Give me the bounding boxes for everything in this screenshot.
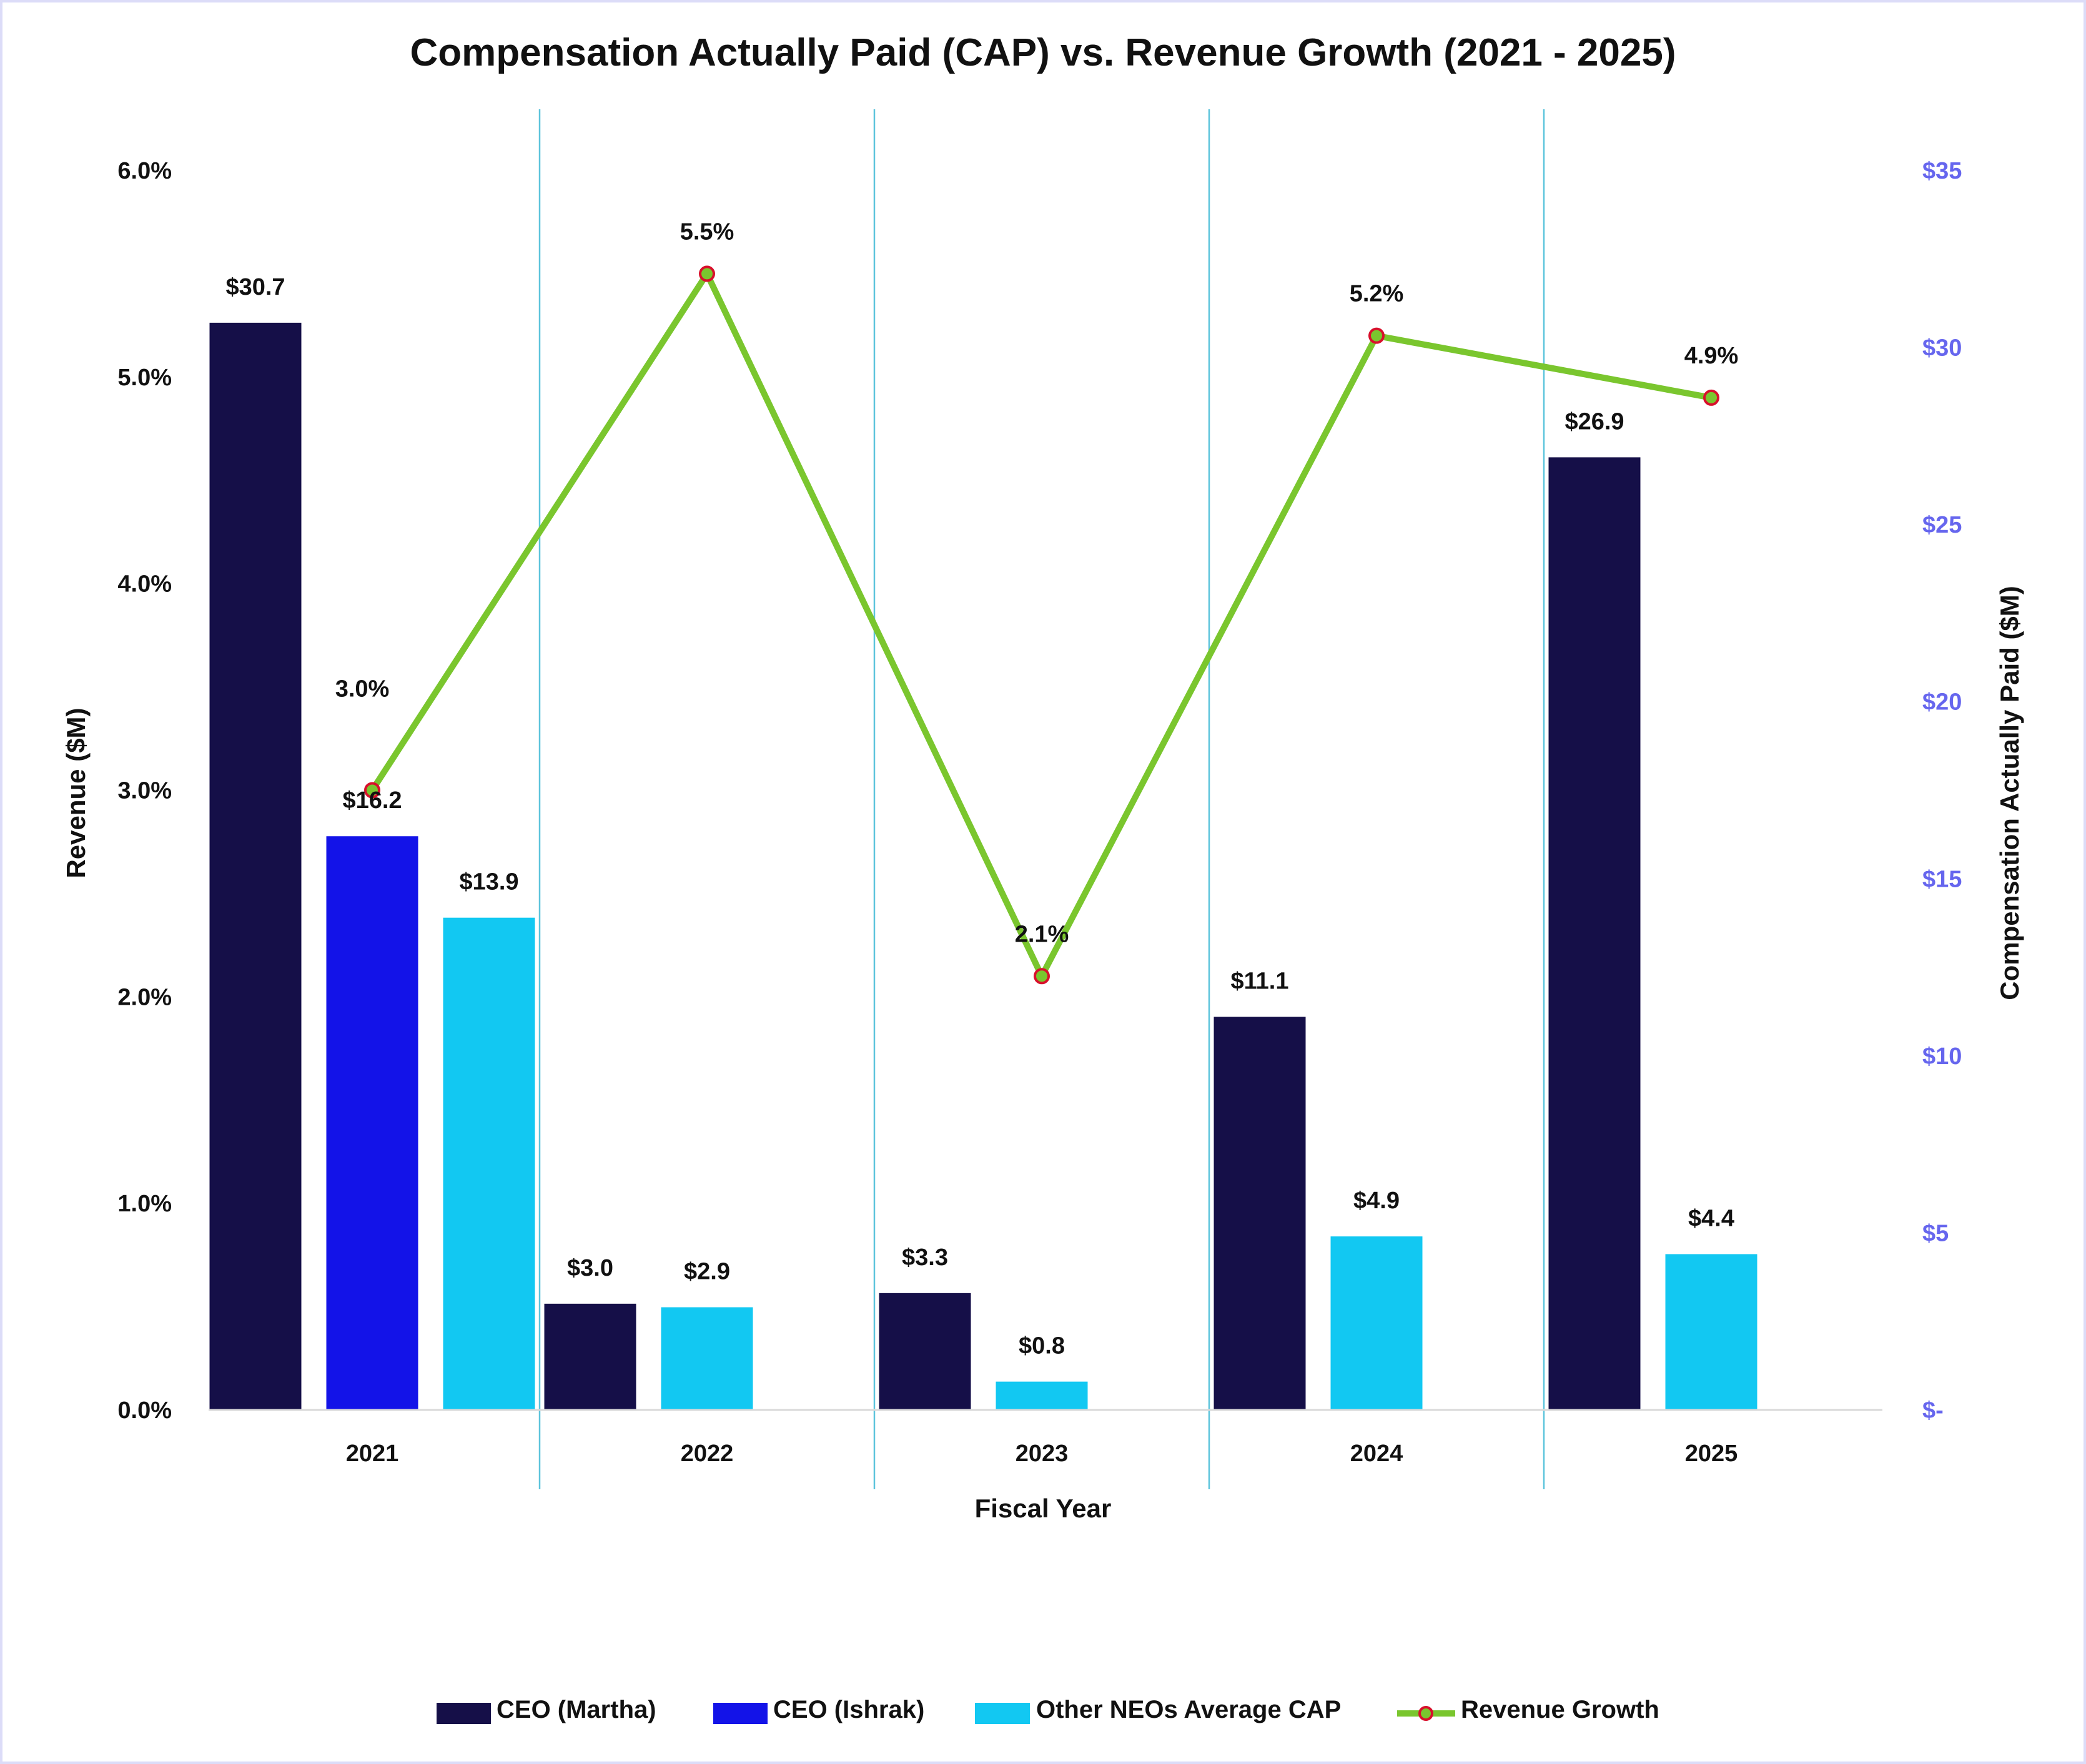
y-right-tick-label: $30 xyxy=(1922,335,1962,362)
legend-swatch-other-neos xyxy=(975,1703,1030,1724)
y-right-tick-label: $15 xyxy=(1922,866,1962,892)
y-left-tick-label: 0.0% xyxy=(117,1397,172,1424)
bar-other-neos-average-cap-2023 xyxy=(996,1381,1088,1410)
bar-ceo-martha-2021 xyxy=(209,322,302,1411)
y-left-tick-label: 1.0% xyxy=(117,1191,172,1217)
y-right-tick-label: $5 xyxy=(1922,1220,1949,1246)
bar-data-label: $11.1 xyxy=(1231,968,1289,994)
legend-swatch-ceo-martha xyxy=(437,1703,491,1724)
bar-data-label: $16.2 xyxy=(342,787,402,814)
legend: CEO (Martha) CEO (Ishrak) Other NEOs Ave… xyxy=(437,1696,1659,1724)
y-right-tick-label: $- xyxy=(1922,1397,1944,1424)
revenue-growth-point-2023 xyxy=(1034,968,1050,985)
revenue-growth-point-2022 xyxy=(699,265,715,282)
bar-data-label: $4.9 xyxy=(1353,1188,1400,1214)
y-left-tick-label: 5.0% xyxy=(117,365,172,391)
legend-label-revenue-growth: Revenue Growth xyxy=(1461,1696,1659,1723)
revenue-growth-data-label: 3.0% xyxy=(335,676,390,702)
legend-swatch-ceo-ishrak xyxy=(713,1703,768,1724)
bar-data-label: $3.0 xyxy=(567,1255,613,1281)
x-tick-label: 2025 xyxy=(1685,1441,1738,1467)
y-axis-right-title: Compensation Actually Paid ($M) xyxy=(1995,586,2024,1000)
bar-data-label: $4.4 xyxy=(1688,1205,1734,1231)
bar-ceo-martha-2023 xyxy=(879,1293,971,1410)
bar-other-neos-average-cap-2021 xyxy=(443,917,535,1410)
bar-data-label: $13.9 xyxy=(459,869,518,895)
y-right-tick-label: $20 xyxy=(1922,689,1962,716)
revenue-growth-data-label: 4.9% xyxy=(1684,343,1739,369)
x-axis-title: Fiscal Year xyxy=(975,1494,1112,1523)
revenue-growth-point-2024 xyxy=(1368,327,1385,344)
legend-label-ceo-martha: CEO (Martha) xyxy=(497,1696,656,1723)
y-right-tick-label: $25 xyxy=(1922,512,1962,538)
revenue-growth-point-2021 xyxy=(364,782,380,799)
bar-other-neos-average-cap-2025 xyxy=(1665,1254,1757,1410)
x-tick-label: 2021 xyxy=(346,1441,399,1467)
y-left-tick-label: 4.0% xyxy=(117,571,172,598)
legend-label-ceo-ishrak: CEO (Ishrak) xyxy=(773,1696,924,1723)
bar-other-neos-average-cap-2022 xyxy=(661,1307,753,1410)
legend-label-other-neos: Other NEOs Average CAP xyxy=(1036,1696,1341,1723)
bar-ceo-martha-2025 xyxy=(1548,457,1641,1410)
revenue-growth-data-label: 2.1% xyxy=(1015,921,1069,947)
y-axis-left-title: Revenue ($M) xyxy=(61,707,91,878)
y-left-tick-label: 6.0% xyxy=(117,158,172,184)
x-tick-label: 2024 xyxy=(1350,1441,1403,1467)
bar-ceo-martha-2022 xyxy=(544,1303,636,1410)
y-left-tick-label: 3.0% xyxy=(117,778,172,804)
bar-data-label: $3.3 xyxy=(902,1244,948,1271)
revenue-growth-point-2025 xyxy=(1703,389,1719,406)
bar-ceo-ishrak-2021 xyxy=(326,836,418,1410)
chart-title: Compensation Actually Paid (CAP) vs. Rev… xyxy=(410,31,1676,74)
y-left-tick-label: 2.0% xyxy=(117,984,172,1010)
x-tick-label: 2022 xyxy=(681,1441,734,1467)
bar-ceo-martha-2024 xyxy=(1214,1017,1306,1410)
legend-marker-revenue-growth xyxy=(1418,1706,1433,1721)
revenue-growth-data-label: 5.2% xyxy=(1350,281,1404,307)
y-right-tick-label: $10 xyxy=(1922,1043,1962,1070)
bar-data-label: $30.7 xyxy=(225,274,285,300)
x-tick-label: 2023 xyxy=(1016,1441,1069,1467)
bar-other-neos-average-cap-2024 xyxy=(1330,1236,1423,1410)
revenue-growth-data-label: 5.5% xyxy=(680,219,734,245)
bar-data-label: $26.9 xyxy=(1564,408,1624,435)
bar-data-label: $0.8 xyxy=(1019,1333,1065,1359)
y-right-tick-label: $35 xyxy=(1922,158,1962,184)
bar-data-label: $2.9 xyxy=(684,1259,730,1285)
